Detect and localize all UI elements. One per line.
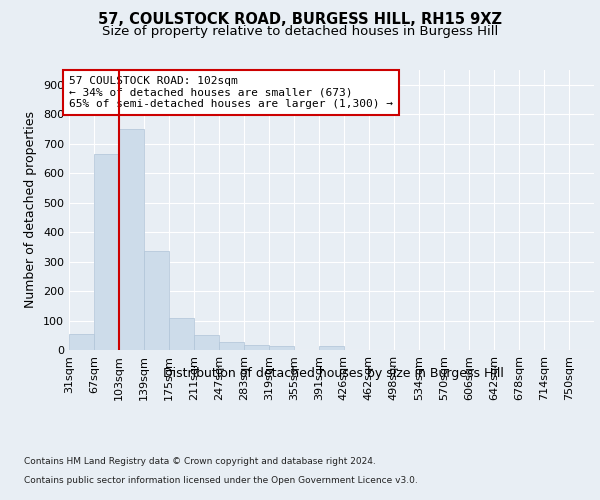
Bar xyxy=(194,334,219,350)
Text: Size of property relative to detached houses in Burgess Hill: Size of property relative to detached ho… xyxy=(102,25,498,38)
Text: Contains public sector information licensed under the Open Government Licence v3: Contains public sector information licen… xyxy=(24,476,418,485)
Text: Distribution of detached houses by size in Burgess Hill: Distribution of detached houses by size … xyxy=(163,368,503,380)
Bar xyxy=(169,318,194,350)
Bar xyxy=(144,252,169,350)
Bar xyxy=(319,346,344,350)
Bar xyxy=(119,129,144,350)
Text: Contains HM Land Registry data © Crown copyright and database right 2024.: Contains HM Land Registry data © Crown c… xyxy=(24,458,376,466)
Y-axis label: Number of detached properties: Number of detached properties xyxy=(25,112,37,308)
Bar xyxy=(244,345,269,350)
Text: 57, COULSTOCK ROAD, BURGESS HILL, RH15 9XZ: 57, COULSTOCK ROAD, BURGESS HILL, RH15 9… xyxy=(98,12,502,28)
Bar xyxy=(69,334,94,350)
Bar xyxy=(269,346,294,350)
Bar xyxy=(219,342,244,350)
Text: 57 COULSTOCK ROAD: 102sqm
← 34% of detached houses are smaller (673)
65% of semi: 57 COULSTOCK ROAD: 102sqm ← 34% of detac… xyxy=(69,76,393,109)
Bar xyxy=(94,154,119,350)
